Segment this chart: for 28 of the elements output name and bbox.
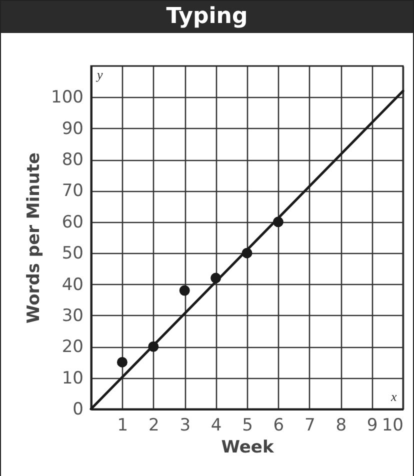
y-tick-label: 10 (62, 368, 84, 388)
y-tick-label: 40 (62, 274, 84, 295)
point (179, 285, 190, 296)
chart-title: Typing (1, 1, 413, 33)
y-tick-label: 90 (62, 118, 84, 139)
x-tick-label: 9 (366, 416, 378, 436)
y-tick-label: 100 (51, 88, 84, 108)
annotation: x (391, 389, 397, 405)
x-tick-label: 4 (210, 416, 222, 436)
x-tick-label: 2 (148, 416, 160, 436)
y-tick-label: 50 (62, 244, 84, 264)
x-tick-label: 1 (117, 416, 128, 436)
y-axis-title: Words per Minute (24, 152, 44, 324)
x-tick-label: 10 (382, 416, 404, 436)
y-tick-label: 70 (62, 181, 84, 202)
y-tick-label: 20 (62, 337, 84, 358)
x-axis-title: Week (221, 438, 274, 458)
y-tick-label: 0 (72, 400, 84, 420)
x-tick-label: 8 (336, 416, 347, 436)
y-tick-label: 60 (62, 212, 84, 232)
x-tick-label: 6 (273, 416, 284, 436)
y-tick-label: 80 (62, 150, 84, 170)
x-tick-label: 3 (180, 416, 191, 436)
y-tick-label: 30 (62, 306, 84, 326)
x-tick-label: 5 (242, 416, 253, 436)
x-tick-label: 7 (304, 416, 316, 436)
point (116, 356, 128, 368)
annotation: y (97, 67, 103, 83)
